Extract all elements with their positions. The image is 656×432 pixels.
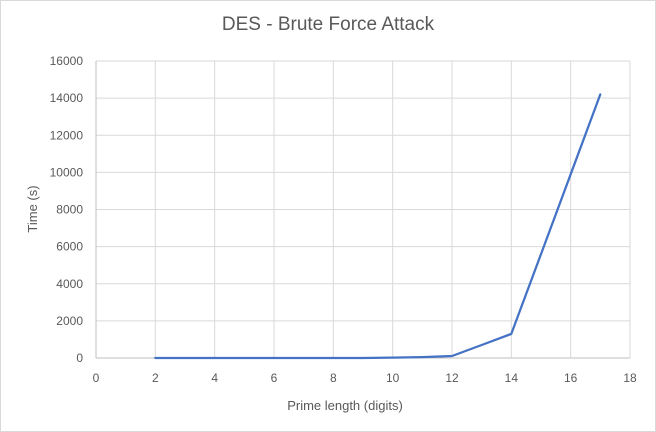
x-tick-label: 18: [623, 371, 637, 385]
x-tick-label: 0: [93, 371, 100, 385]
x-axis-ticks: 0 2 4 6 8 10 12 14 16 18: [93, 371, 637, 385]
x-tick-label: 12: [445, 371, 459, 385]
y-tick-label: 8000: [56, 203, 83, 217]
x-tick-label: 8: [330, 371, 337, 385]
y-axis-ticks: 0 2000 4000 6000 8000 10000 12000 14000 16000: [50, 54, 84, 365]
x-tick-label: 2: [152, 371, 159, 385]
x-tick-label: 6: [271, 371, 278, 385]
vertical-gridlines: [95, 61, 631, 358]
series-line: [154, 93, 602, 360]
x-tick-label: 4: [211, 371, 218, 385]
y-tick-label: 6000: [56, 240, 83, 254]
x-axis-title: Prime length (digits): [287, 398, 403, 413]
x-tick-label: 16: [564, 371, 578, 385]
y-tick-label: 2000: [56, 314, 83, 328]
y-tick-label: 0: [76, 351, 83, 365]
y-axis-title: Time (s): [25, 185, 40, 232]
x-tick-label: 10: [386, 371, 400, 385]
y-tick-label: 14000: [50, 91, 84, 105]
y-tick-label: 10000: [50, 165, 84, 179]
chart-title: DES - Brute Force Attack: [221, 14, 435, 35]
y-tick-label: 16000: [50, 54, 84, 68]
y-tick-label: 12000: [50, 128, 84, 142]
y-tick-label: 4000: [56, 277, 83, 291]
x-tick-label: 14: [505, 371, 519, 385]
series-group: [154, 93, 602, 360]
horizontal-gridlines: [96, 60, 630, 359]
